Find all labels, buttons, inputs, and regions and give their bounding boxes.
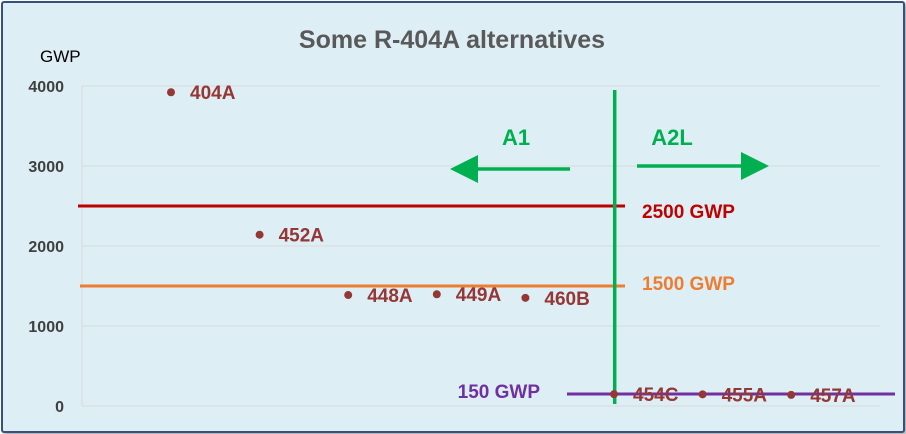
data-point-label: 449A: [456, 285, 502, 306]
data-point: [521, 293, 530, 302]
data-point: [255, 230, 264, 239]
data-points: 404A 452A 448A 449A 460B 454C 455A 457A: [167, 83, 856, 407]
y-axis-label: GWP: [40, 47, 81, 66]
data-point-label: 452A: [279, 226, 325, 247]
y-axis-ticks: 0 1000 2000 3000 4000: [28, 79, 64, 416]
reference-line-label: 1500 GWP: [642, 274, 735, 295]
data-point: [167, 88, 175, 97]
y-tick-label: 1000: [28, 319, 64, 336]
class-divider: A1 A2L: [450, 90, 769, 404]
data-point-label: 448A: [367, 286, 413, 307]
gridlines: [81, 85, 880, 407]
y-tick-label: 3000: [28, 159, 64, 176]
data-point-label: 457A: [810, 386, 856, 407]
data-point-label: 404A: [190, 83, 236, 104]
reference-line-label: 2500 GWP: [642, 202, 735, 223]
data-point-label: 460B: [544, 289, 589, 310]
data-point-label: 455A: [722, 385, 768, 406]
data-point: [787, 390, 796, 399]
y-tick-label: 4000: [28, 79, 64, 96]
y-tick-label: 0: [55, 399, 64, 416]
class-label-a2l: A2L: [651, 125, 693, 150]
data-point: [698, 390, 707, 399]
reference-line-label: 150 GWP: [458, 382, 541, 403]
y-tick-label: 2000: [28, 239, 64, 256]
data-point: [610, 390, 618, 399]
class-label-a1: A1: [502, 125, 530, 150]
chart-title: Some R-404A alternatives: [299, 26, 605, 54]
data-point: [432, 290, 441, 299]
reference-lines: 2500 GWP 1500 GWP 150 GWP: [78, 202, 895, 403]
data-point-label: 454C: [633, 385, 679, 406]
data-point: [344, 291, 353, 300]
